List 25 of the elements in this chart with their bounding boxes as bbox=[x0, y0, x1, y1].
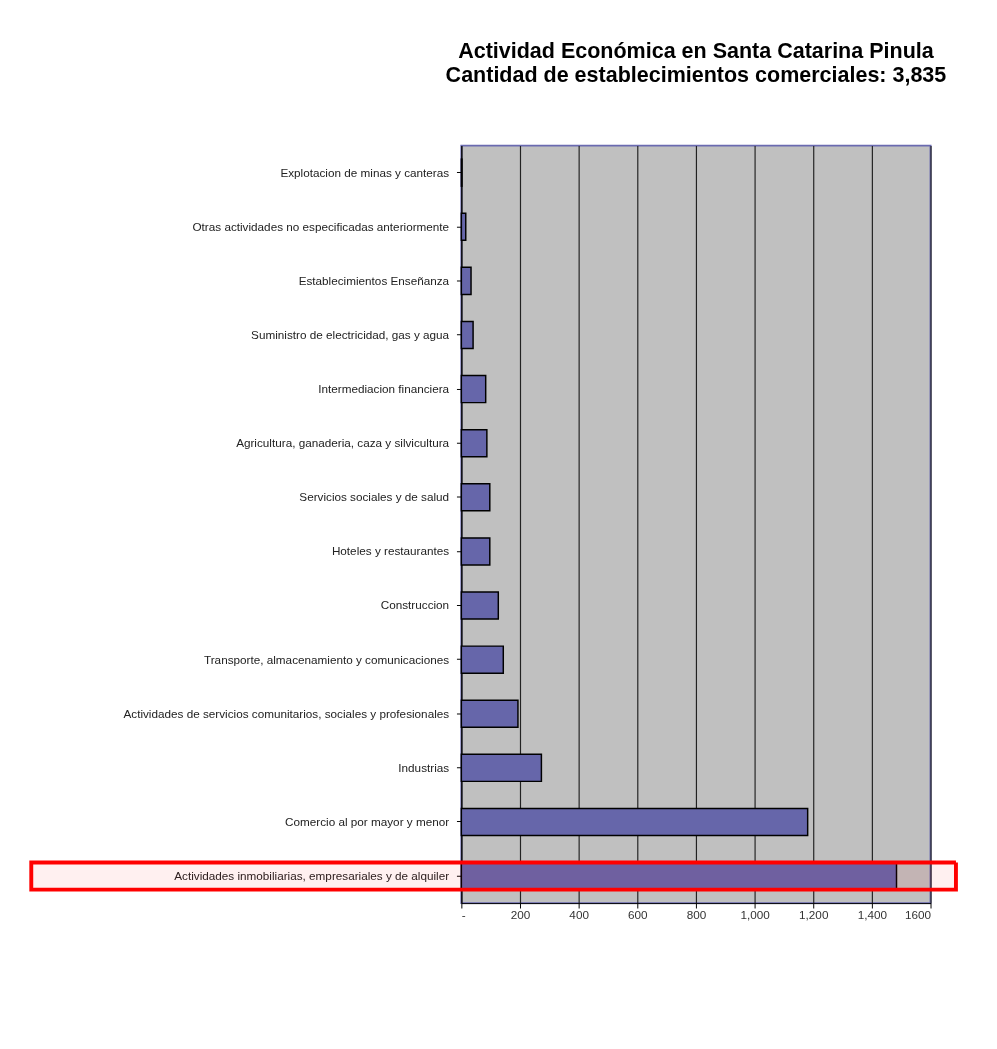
x-tick-label: 1,200 bbox=[799, 908, 829, 922]
y-tick-label: Actividades de servicios comunitarios, sociales y profesionales bbox=[123, 706, 450, 720]
x-tick-label: 400 bbox=[569, 908, 590, 922]
y-tick-label: Explotacion de minas y canteras bbox=[280, 165, 450, 179]
x-tick-label: 1,400 bbox=[857, 908, 888, 922]
y-tick-label: Servicios sociales y de salud bbox=[299, 490, 450, 504]
chart-subtitle: Cantidad de establecimientos comerciales: 3,835 bbox=[445, 63, 947, 88]
y-tick-label: Suministro de electricidad, gas y agua bbox=[251, 327, 450, 341]
x-tick-label: - bbox=[461, 908, 466, 922]
y-tick-label: Hoteles y restaurantes bbox=[331, 544, 450, 558]
y-tick-label: Transporte, almacenamiento y comunicaciones bbox=[204, 652, 450, 666]
y-tick-label: Establecimientos Enseñanza bbox=[298, 273, 450, 287]
y-tick-label: Construccion bbox=[380, 598, 450, 612]
y-tick-label: Actividades inmobiliarias, empresariales y de alquiler bbox=[174, 868, 450, 882]
chart-title: Actividad Económica en Santa Catarina Pinula bbox=[458, 38, 935, 63]
y-tick-label: Otras actividades no especificadas anteriormente bbox=[192, 219, 450, 233]
x-tick-label: 800 bbox=[686, 908, 707, 922]
x-tick-label: 1,000 bbox=[740, 908, 771, 922]
x-tick-label: 200 bbox=[510, 908, 531, 922]
y-tick-label: Industrias bbox=[398, 760, 450, 774]
y-tick-label: Intermediacion financiera bbox=[318, 382, 450, 396]
y-tick-label: Agricultura, ganaderia, caza y silvicultura bbox=[236, 436, 450, 450]
x-tick-label: 600 bbox=[628, 908, 649, 922]
y-tick-label: Comercio al por mayor y menor bbox=[285, 814, 450, 828]
x-tick-label: 1600 bbox=[904, 908, 932, 922]
